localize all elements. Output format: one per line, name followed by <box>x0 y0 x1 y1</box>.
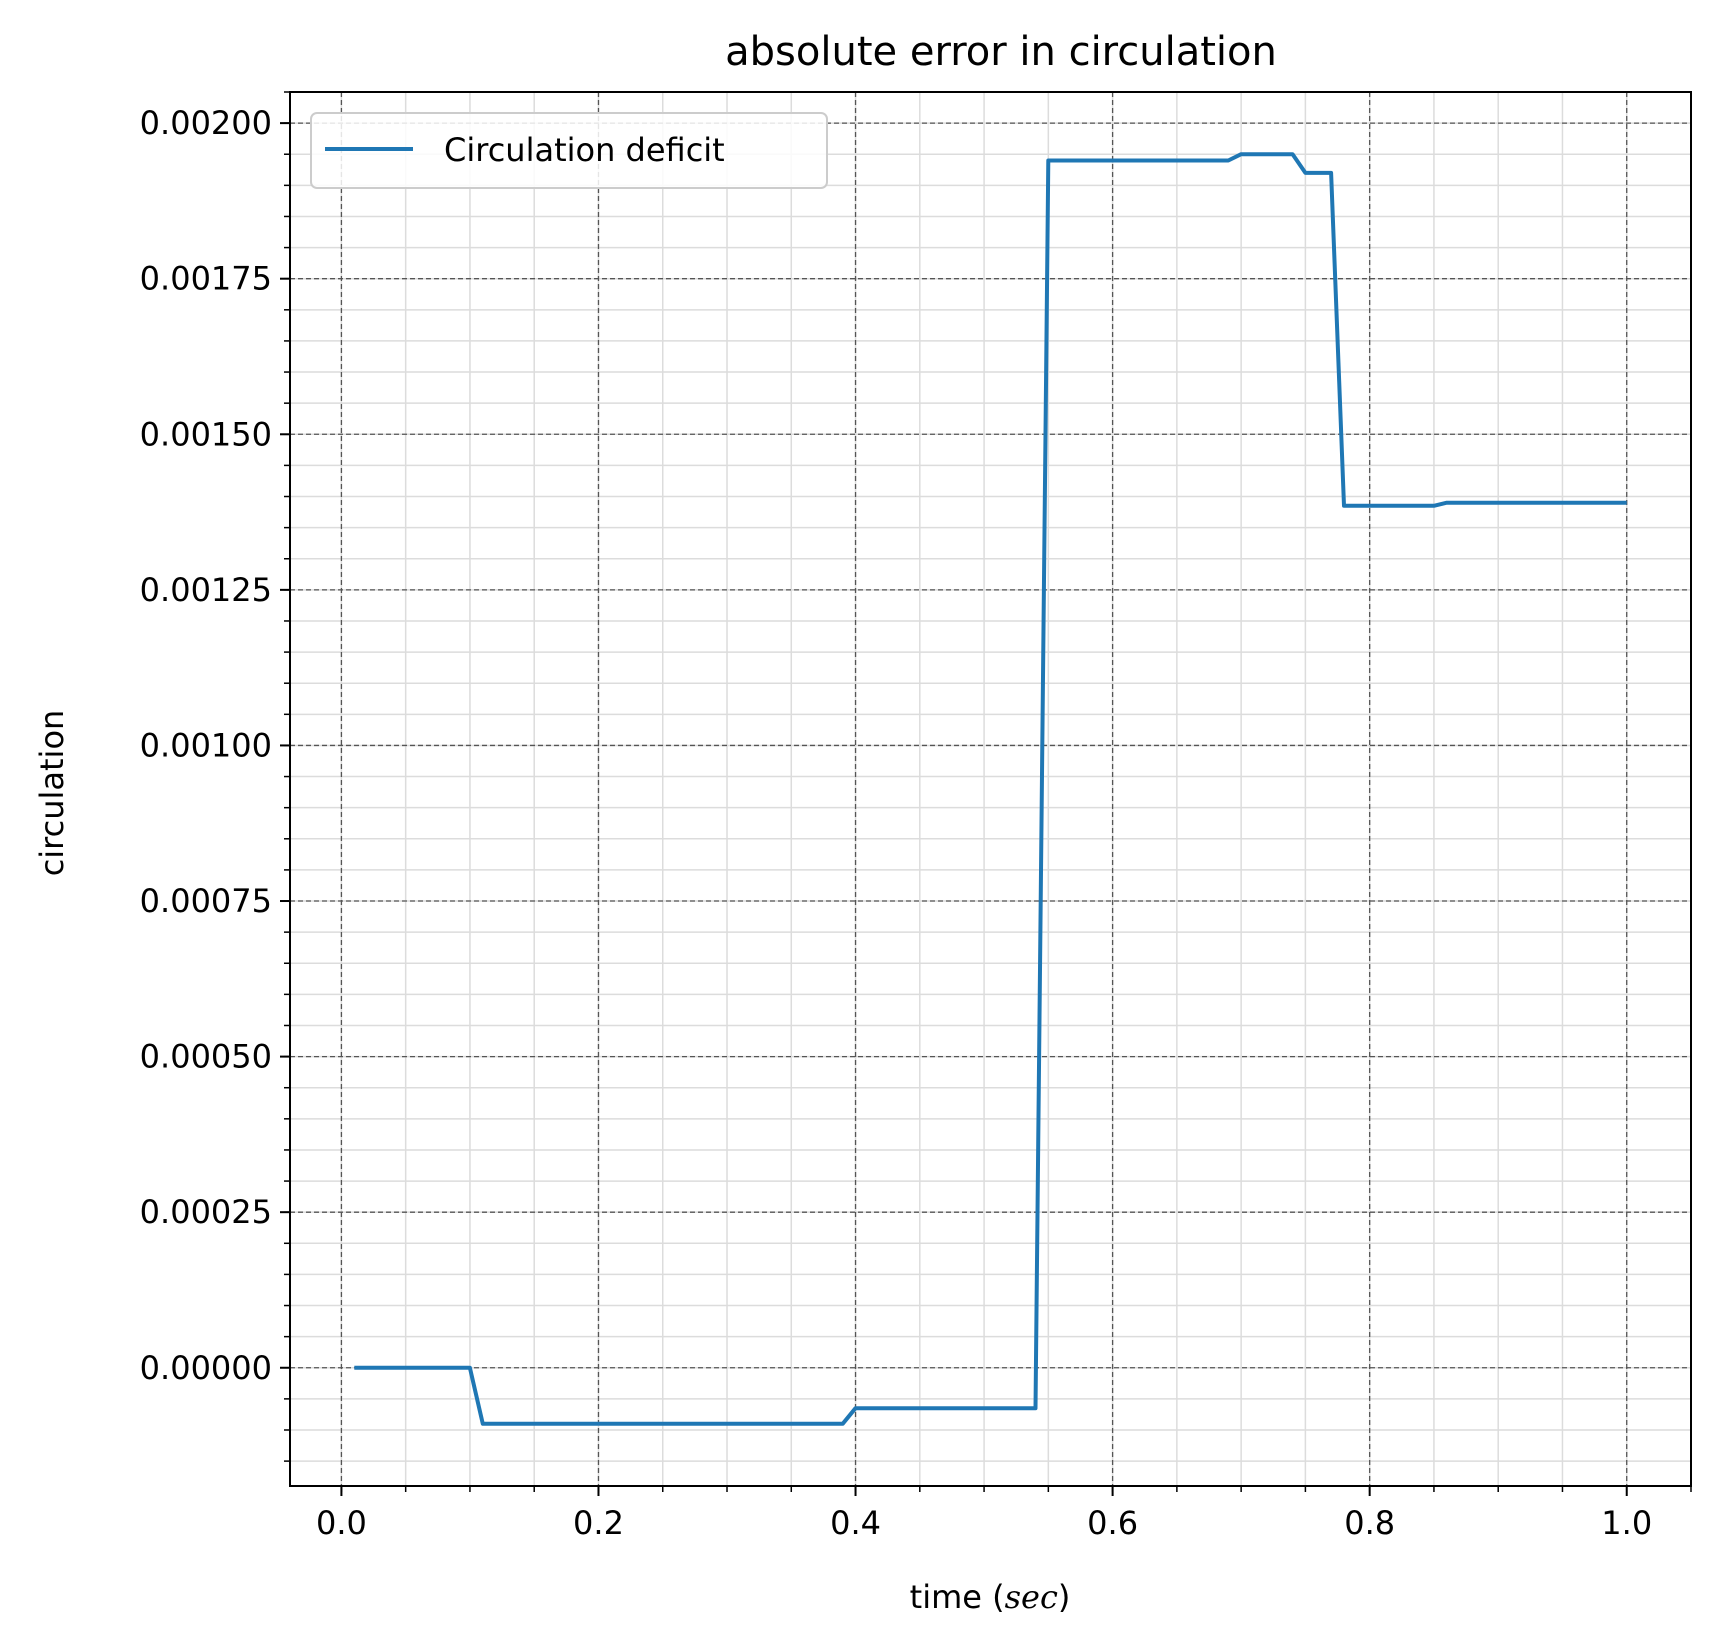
legend: Circulation deficit <box>310 112 828 189</box>
y-tick-label: 0.00025 <box>140 1193 272 1231</box>
x-axis-label-unit: sec <box>1005 1578 1058 1616</box>
y-axis-label: circulation <box>33 710 71 877</box>
legend-box <box>310 112 828 189</box>
y-tick-label: 0.00075 <box>140 882 272 920</box>
y-tick-label: 0.00000 <box>140 1349 272 1387</box>
x-tick-label: 0.6 <box>1087 1504 1138 1542</box>
y-tick-label: 0.00200 <box>140 104 272 142</box>
y-tick-label: 0.00150 <box>140 415 272 453</box>
x-axis-label: time (sec) <box>910 1578 1071 1616</box>
y-tick-label: 0.00100 <box>140 726 272 764</box>
x-tick-label: 0.2 <box>573 1504 624 1542</box>
x-tick-label: 0.8 <box>1344 1504 1395 1542</box>
y-tick-labels: 0.00000 0.00025 0.00050 0.00075 0.00100 0.001… <box>140 104 272 1387</box>
x-tick-labels: 0.0 0.2 0.4 0.6 0.8 1.0 <box>316 1504 1652 1542</box>
x-axis-label-main: time ( <box>910 1578 1005 1616</box>
axes-frame <box>289 91 1692 1487</box>
chart-title: absolute error in circulation <box>725 29 1277 75</box>
plot-area <box>280 91 1692 1496</box>
x-tick-label: 1.0 <box>1601 1504 1652 1542</box>
x-tick-label: 0.0 <box>316 1504 367 1542</box>
major-grid <box>290 92 1691 1486</box>
legend-label-circulation-deficit: Circulation deficit <box>444 131 725 169</box>
axis-ticks <box>280 91 1692 1496</box>
y-tick-label: 0.00125 <box>140 571 272 609</box>
x-tick-label: 0.4 <box>830 1504 881 1542</box>
y-tick-label: 0.00175 <box>140 260 272 298</box>
y-tick-label: 0.00050 <box>140 1038 272 1076</box>
x-axis-label-close: ) <box>1058 1578 1070 1616</box>
series-line-circulation-deficit <box>354 152 1627 1426</box>
